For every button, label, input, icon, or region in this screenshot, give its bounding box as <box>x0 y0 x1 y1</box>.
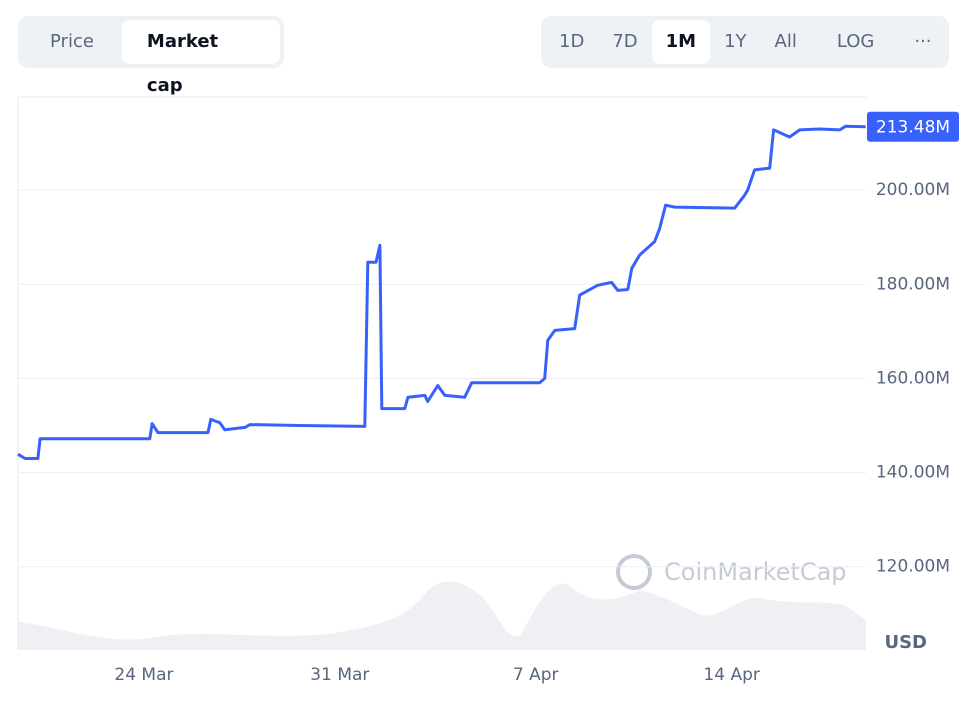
y-tick-label: 180.00M <box>876 274 950 294</box>
button[interactable]: 1Y <box>724 31 747 52</box>
button[interactable]: All <box>774 31 797 52</box>
button[interactable]: Price <box>50 31 94 52</box>
tab-group: Price Market cap <box>18 16 284 96</box>
y-tick-label: 120.00M <box>876 557 950 577</box>
current-value-box <box>867 111 959 142</box>
volume-area <box>18 581 866 650</box>
button[interactable]: 1D <box>559 31 585 52</box>
current-value-label: 213.48M <box>876 118 950 138</box>
button[interactable]: Market cap <box>121 20 280 96</box>
y-tick-label: 160.00M <box>876 368 950 388</box>
range-group: 1D 7D 1M 1Y All LOG ··· <box>541 16 949 68</box>
y-tick-label: 140.00M <box>876 463 950 483</box>
currency-label: USD <box>884 632 927 653</box>
price-line <box>17 124 866 460</box>
x-tick-label: 24 Mar <box>114 665 173 685</box>
x-tick-label: 14 Apr <box>703 665 759 685</box>
x-tick-label: 31 Mar <box>310 665 369 685</box>
button[interactable]: LOG <box>836 31 875 52</box>
x-tick-label: 7 Apr <box>513 665 559 685</box>
y-tick-label: 200.00M <box>876 180 950 200</box>
watermark-text: CoinMarketCap <box>664 558 847 586</box>
button[interactable]: 7D <box>612 31 638 52</box>
button[interactable]: 1M <box>651 20 711 64</box>
watermark: CoinMarketCap <box>616 554 847 590</box>
button[interactable]: ··· <box>914 31 932 52</box>
